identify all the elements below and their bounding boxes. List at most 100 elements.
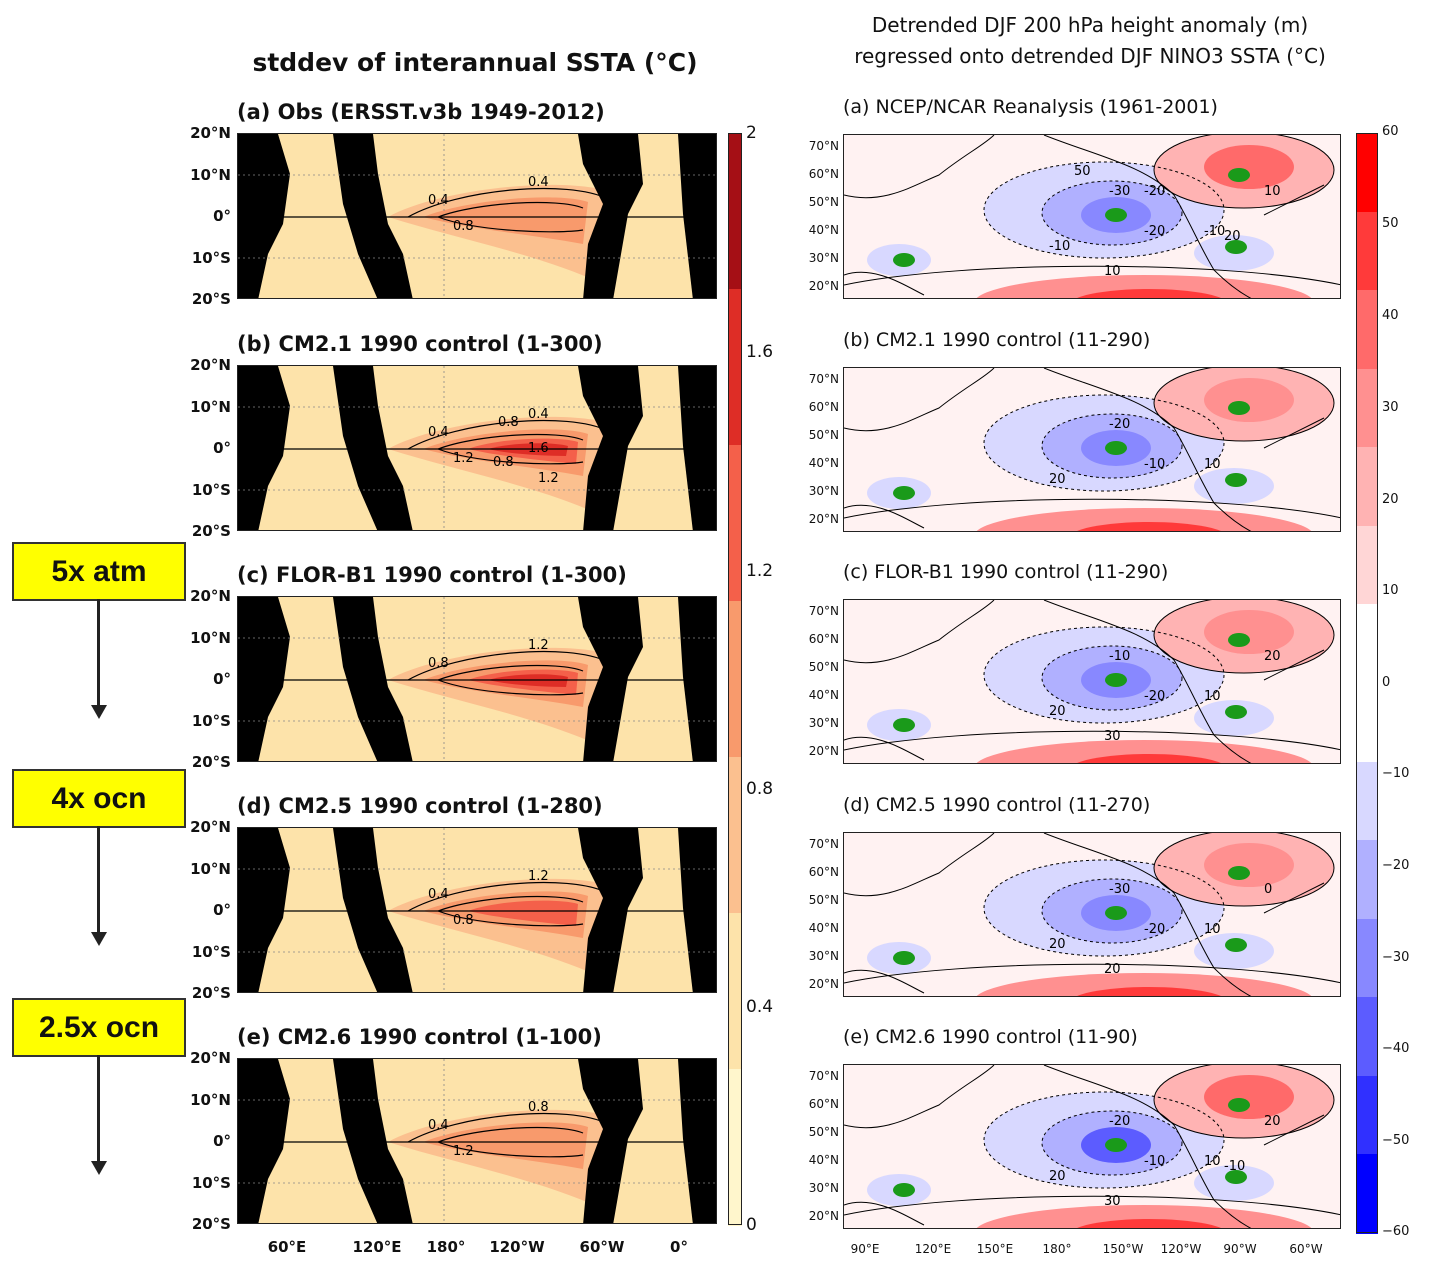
arrow-shaft <box>97 1055 100 1163</box>
colorbar-swatch <box>1356 840 1378 920</box>
positive-anomaly-region <box>1077 522 1221 531</box>
contour-label: 0.8 <box>493 455 514 470</box>
lon-label: 150°E <box>976 1242 1014 1256</box>
contour-line <box>844 963 1340 984</box>
colorbar-frame <box>1356 133 1378 1233</box>
left-panel-title: (d) CM2.5 1990 control (1-280) <box>237 794 603 818</box>
contour-label: 1.2 <box>528 638 549 653</box>
contour-label: -10 <box>1224 1159 1245 1174</box>
height-anomaly-map: -20 -10 10 20 <box>843 367 1341 532</box>
contour-line <box>844 498 1340 519</box>
lat-label: 70°N <box>808 1069 839 1083</box>
colorbar-tick-label: −20 <box>1382 858 1410 873</box>
contour-line <box>1153 833 1335 907</box>
maritime-continent-landmass <box>333 828 413 992</box>
contour-line <box>407 650 609 681</box>
contour-line <box>1153 600 1335 674</box>
right-panel-title: (e) CM2.6 1990 control (11-90) <box>843 1026 1138 1048</box>
index-region-marker <box>1228 401 1250 415</box>
africa-landmass <box>238 597 290 761</box>
contour-label: 1.6 <box>528 441 549 456</box>
colorbar-tick-label: 20 <box>1382 492 1399 507</box>
lon-label: 180° <box>426 1238 466 1256</box>
colorbar-swatch <box>1356 683 1378 763</box>
contour-label: 50 <box>1074 164 1091 179</box>
lat-label: 30°N <box>808 1181 839 1195</box>
contour-line <box>407 187 609 218</box>
atlantic-coast-landmass <box>678 366 716 530</box>
lat-label: 40°N <box>808 1153 839 1167</box>
contour-line <box>983 859 1225 957</box>
contour-label: 0.8 <box>528 1100 549 1115</box>
contour-line <box>1041 413 1183 479</box>
lat-label: 40°N <box>808 456 839 470</box>
colorbar-tick-label: −50 <box>1382 1133 1410 1148</box>
contour-label: 20 <box>1224 229 1241 244</box>
lat-label: 50°N <box>808 1125 839 1139</box>
lat-label: 10°S <box>191 480 231 499</box>
contour-label: 0.4 <box>428 193 449 208</box>
contour-line <box>1041 1110 1183 1176</box>
lon-label: 60°W <box>579 1238 625 1256</box>
lat-label: 70°N <box>808 604 839 618</box>
arrow-head <box>91 705 107 719</box>
index-region-marker <box>1225 240 1247 254</box>
contour-label: 20 <box>1264 649 1281 664</box>
lat-label: 10°N <box>190 859 231 878</box>
colorbar-frame <box>728 133 742 1225</box>
positive-anomaly-region <box>1204 610 1294 654</box>
contour-label: 0.4 <box>528 175 549 190</box>
colorbar-tick-label: 50 <box>1382 216 1399 231</box>
africa-landmass <box>238 828 290 992</box>
lon-label: 120°W <box>1160 1242 1202 1256</box>
positive-anomaly-region <box>1077 987 1221 996</box>
resolution-tag: 2.5x ocn <box>12 998 186 1057</box>
north-america-coastline <box>1043 600 1325 763</box>
index-region-marker <box>893 951 915 965</box>
contour-label: 0.8 <box>498 415 519 430</box>
maritime-continent-landmass <box>333 597 413 761</box>
contour-line <box>1041 878 1183 944</box>
contour-label: -10 <box>1109 649 1130 664</box>
north-america-coastline <box>1043 368 1325 531</box>
colorbar-swatch <box>1356 1154 1378 1234</box>
colorbar-tick-label: 10 <box>1382 583 1399 598</box>
colorbar-swatch <box>728 289 742 446</box>
colorbar-swatch <box>728 133 742 290</box>
left-panel-title: (e) CM2.6 1990 control (1-100) <box>237 1025 602 1049</box>
lat-label: 20°N <box>808 279 839 293</box>
maritime-continent-landmass <box>333 1059 413 1223</box>
height-anomaly-map: -20 -10 10 20 30 20 -10 <box>843 1064 1341 1229</box>
colorbar-swatch <box>728 601 742 758</box>
lat-label: 10°S <box>191 1173 231 1192</box>
height-anomaly-map: -30 -20 10 20 20 0 <box>843 832 1341 997</box>
lat-label: 20°S <box>191 753 231 771</box>
contour-line <box>437 433 584 465</box>
lat-label: 20°N <box>190 124 231 142</box>
lon-label: 90°W <box>1223 1242 1257 1256</box>
positive-anomaly-region <box>1077 289 1221 298</box>
maritime-continent-landmass <box>333 134 413 298</box>
contour-label: 0.8 <box>453 913 474 928</box>
lat-label: 20°S <box>191 1215 231 1233</box>
contour-label: 10 <box>1204 457 1221 472</box>
right-panel-title: (a) NCEP/NCAR Reanalysis (1961-2001) <box>843 96 1218 118</box>
lat-label: 40°N <box>808 688 839 702</box>
contour-label: 20 <box>1104 962 1121 977</box>
lat-label: 50°N <box>808 195 839 209</box>
colorbar-swatch <box>728 757 742 914</box>
positive-anomaly-region <box>1204 1075 1294 1119</box>
colorbar-swatch <box>1356 918 1378 999</box>
index-region-marker <box>893 253 915 267</box>
right-panel-title: (b) CM2.1 1990 control (11-290) <box>843 329 1151 351</box>
contour-label: -10 <box>1204 224 1225 239</box>
index-region-marker <box>1225 1170 1247 1184</box>
lat-label: 50°N <box>808 660 839 674</box>
contour-label: 1.2 <box>528 869 549 884</box>
colorbar-swatch <box>1356 604 1378 684</box>
contour-label: 0.8 <box>428 656 449 671</box>
lat-label: 40°N <box>808 921 839 935</box>
index-region-marker <box>1105 208 1127 222</box>
colorbar-tick-label: 30 <box>1382 400 1399 415</box>
contour-line <box>983 1091 1225 1189</box>
